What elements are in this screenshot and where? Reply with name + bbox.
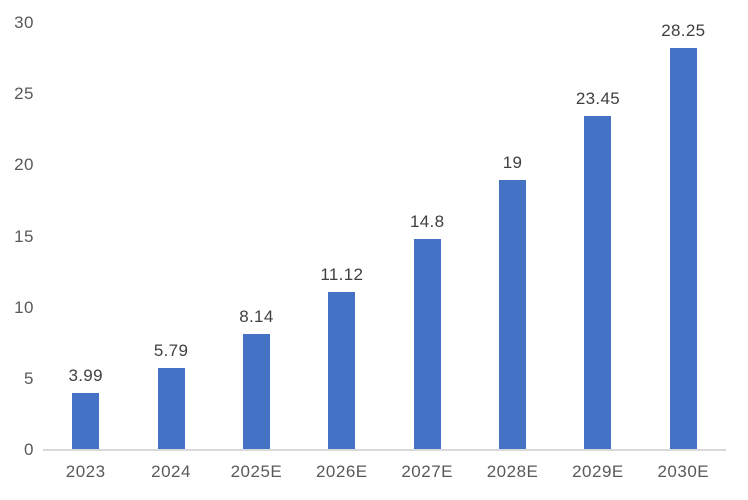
bar-2023 bbox=[72, 393, 100, 450]
y-tick-label: 25 bbox=[14, 84, 34, 104]
y-tick-label: 0 bbox=[24, 440, 34, 459]
bar-value-label: 3.99 bbox=[68, 366, 103, 386]
bar-value-label: 11.12 bbox=[320, 264, 364, 284]
bar-value-label: 5.79 bbox=[153, 340, 189, 360]
bar-2025E bbox=[242, 334, 270, 450]
y-tick-label: 20 bbox=[14, 155, 34, 175]
bar-value-label: 14.8 bbox=[410, 212, 445, 232]
x-tick-label-2025E: 2025E bbox=[230, 462, 283, 481]
bar-2029E bbox=[584, 116, 612, 450]
bar-value-label: 19 bbox=[502, 152, 523, 172]
x-tick-label-2030E: 2030E bbox=[657, 462, 710, 481]
bar-2024 bbox=[157, 367, 185, 450]
x-tick-label-2027E: 2027E bbox=[401, 462, 454, 481]
y-tick-label: 10 bbox=[14, 297, 34, 317]
y-tick-label: 5 bbox=[24, 368, 34, 388]
x-tick-label-2026E: 2026E bbox=[315, 462, 368, 481]
x-tick-label-2024: 2024 bbox=[151, 462, 191, 481]
bar-2028E bbox=[499, 179, 527, 450]
bar-value-label: 23.45 bbox=[575, 89, 620, 109]
bar-2030E bbox=[669, 47, 697, 450]
x-tick-label-2029E: 2029E bbox=[572, 462, 624, 481]
x-tick-label-2028E: 2028E bbox=[486, 462, 539, 481]
x-tick-label-2023: 2023 bbox=[65, 462, 106, 481]
y-tick-label: 15 bbox=[14, 226, 34, 246]
bar-2027E bbox=[413, 239, 441, 450]
bar-2026E bbox=[328, 291, 356, 450]
bar-value-label: 28.25 bbox=[661, 20, 706, 40]
bar-value-label: 8.14 bbox=[239, 307, 274, 327]
x-axis-line bbox=[43, 449, 726, 451]
y-tick-label: 30 bbox=[14, 13, 34, 32]
